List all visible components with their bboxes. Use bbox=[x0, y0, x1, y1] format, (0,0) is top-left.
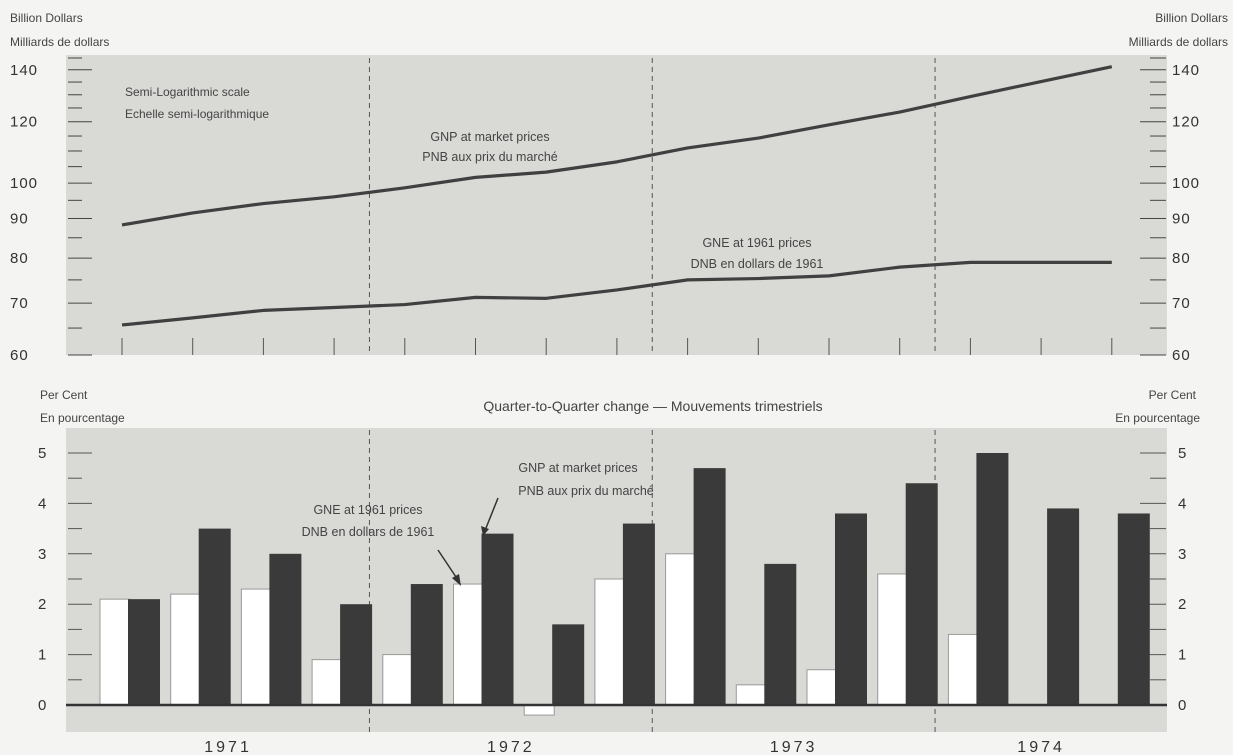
left-tick-label: 2 bbox=[38, 596, 47, 613]
gnp-bar bbox=[976, 453, 1009, 705]
left-tick-label: 4 bbox=[38, 495, 47, 512]
gnp-series-line bbox=[121, 65, 1113, 227]
right-tick-label: 0 bbox=[1178, 697, 1187, 714]
bottom-panel-title: Quarter-to-Quarter change — Mouvements t… bbox=[483, 398, 822, 414]
right-tick-label: 120 bbox=[1172, 114, 1200, 131]
right-tick-label: 4 bbox=[1178, 495, 1187, 512]
gne-bar bbox=[453, 583, 484, 706]
right-unit-fr: Milliards de dollars bbox=[1129, 35, 1228, 49]
year-label: 1971 bbox=[204, 739, 252, 755]
gnp-bar bbox=[128, 599, 160, 705]
gne-bar-label-fr: DNB en dollars de 1961 bbox=[302, 525, 435, 539]
left-tick-label: 5 bbox=[38, 445, 47, 462]
right-tick-label: 1 bbox=[1178, 647, 1187, 664]
year-axis: 1971 1972 1973 1974 bbox=[204, 739, 1065, 755]
bottom-panel: 0 0 1 1 2 2 3 3 4 4 5 5 bbox=[38, 430, 1187, 732]
bottom-left-unit-en: Per Cent bbox=[40, 388, 88, 402]
right-tick-label: 100 bbox=[1172, 175, 1200, 192]
scale-note-en: Semi-Logarithmic scale bbox=[125, 85, 250, 99]
gne-line-label-fr: DNB en dollars de 1961 bbox=[691, 257, 824, 271]
gnp-bar bbox=[198, 528, 231, 705]
gne-bar-label-en: GNE at 1961 prices bbox=[313, 503, 422, 517]
gnp-bar bbox=[269, 553, 302, 705]
top-panel: 60 60 70 70 80 80 90 90 100 100 120 120 140 140 bbox=[10, 57, 1200, 364]
right-tick-label: 60 bbox=[1172, 347, 1191, 364]
gnp-bar bbox=[693, 468, 726, 705]
left-tick-label: 1 bbox=[38, 647, 47, 664]
left-tick-label: 80 bbox=[10, 250, 29, 267]
bottom-left-unit-fr: En pourcentage bbox=[40, 411, 125, 425]
gne-bar bbox=[735, 684, 767, 706]
left-tick-label: 90 bbox=[10, 211, 29, 228]
bottom-right-unit-en: Per Cent bbox=[1149, 388, 1197, 402]
gnp-bar bbox=[340, 604, 373, 705]
gne-bar bbox=[877, 573, 909, 706]
gne-bar bbox=[99, 598, 131, 706]
gnp-bar bbox=[410, 584, 443, 705]
right-tick-label: 90 bbox=[1172, 211, 1191, 228]
gne-bar bbox=[594, 578, 626, 706]
right-tick-label: 140 bbox=[1172, 62, 1200, 79]
left-unit-en: Billion Dollars bbox=[10, 11, 83, 25]
left-unit-fr: Milliards de dollars bbox=[10, 35, 109, 49]
gnp-bar bbox=[622, 523, 655, 705]
bottom-right-unit-fr: En pourcentage bbox=[1115, 411, 1200, 425]
left-tick-label: 0 bbox=[38, 697, 47, 714]
gne-line-label-en: GNE at 1961 prices bbox=[702, 236, 811, 250]
gne-bar bbox=[311, 659, 343, 706]
year-label: 1973 bbox=[770, 739, 818, 755]
left-tick-label: 3 bbox=[38, 546, 47, 563]
gnp-bar-label-en: GNP at market prices bbox=[518, 461, 637, 475]
gne-bar bbox=[947, 633, 979, 706]
gne-bar bbox=[170, 593, 202, 706]
gne-bar bbox=[240, 588, 272, 706]
gnp-line-label-fr: PNB aux prix du marché bbox=[422, 150, 558, 164]
gnp-bar-label-fr: PNB aux prix du marché bbox=[518, 484, 654, 498]
gne-bar bbox=[523, 704, 555, 716]
left-tick-label: 60 bbox=[10, 347, 29, 364]
right-tick-label: 2 bbox=[1178, 596, 1187, 613]
left-tick-label: 140 bbox=[10, 62, 38, 79]
left-tick-label: 100 bbox=[10, 175, 38, 192]
gnp-bar bbox=[481, 533, 514, 705]
left-tick-label: 70 bbox=[10, 295, 29, 312]
right-tick-label: 5 bbox=[1178, 445, 1187, 462]
year-label: 1972 bbox=[487, 739, 535, 755]
gnp-bar bbox=[1047, 508, 1080, 705]
gnp-bar-pointer bbox=[481, 497, 499, 536]
gne-bar bbox=[665, 553, 697, 706]
gnp-bar bbox=[1117, 513, 1150, 705]
gne-bar bbox=[382, 654, 414, 706]
scale-note-fr: Echelle semi-logarithmique bbox=[125, 107, 269, 121]
gnp-line-label-en: GNP at market prices bbox=[430, 130, 549, 144]
gnp-bar bbox=[905, 483, 938, 705]
left-tick-label: 120 bbox=[10, 114, 38, 131]
gne-series-line bbox=[121, 260, 1112, 327]
gne-bar bbox=[806, 669, 838, 706]
gnp-bar bbox=[552, 624, 585, 705]
right-unit-en: Billion Dollars bbox=[1155, 11, 1228, 25]
gnp-bar bbox=[835, 513, 867, 705]
right-tick-label: 80 bbox=[1172, 250, 1191, 267]
right-tick-label: 70 bbox=[1172, 295, 1191, 312]
gnp-bar bbox=[764, 563, 797, 705]
year-label: 1974 bbox=[1017, 739, 1065, 755]
right-tick-label: 3 bbox=[1178, 546, 1187, 563]
top-panel-background bbox=[66, 55, 1167, 355]
gne-bar-pointer bbox=[437, 549, 461, 586]
